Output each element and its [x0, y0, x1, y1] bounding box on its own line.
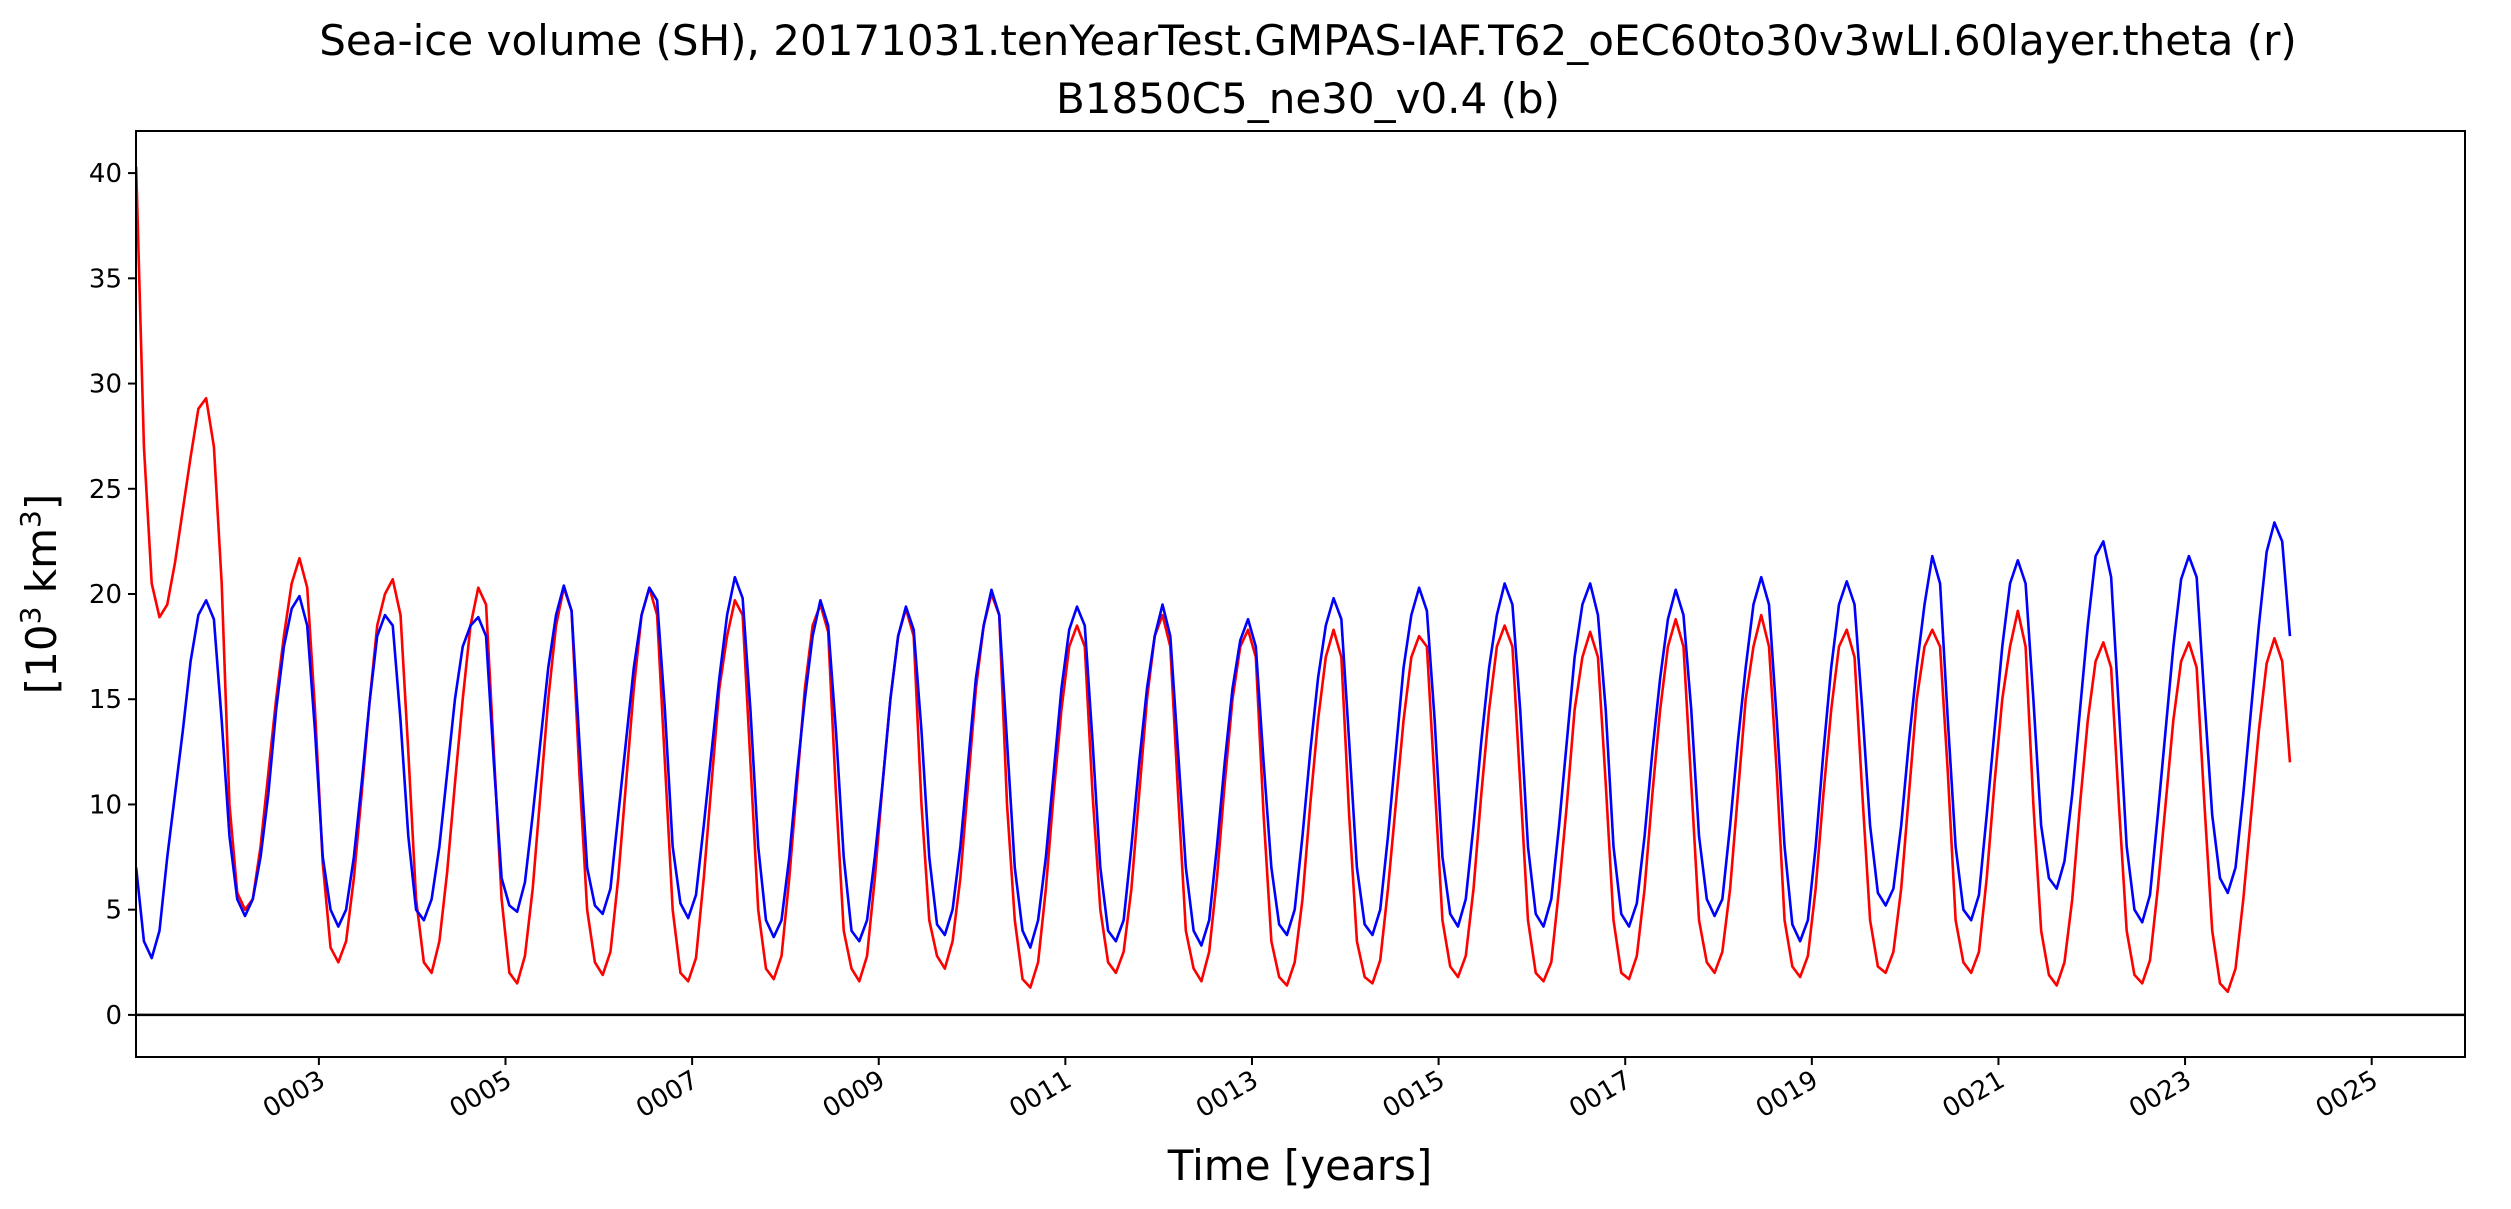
- x-axis: 0003 0005 0007 0009 0011 0013 0015 0017 0019 0021…: [258, 1057, 2383, 1124]
- y-axis-label-base: [10: [17, 624, 66, 694]
- x-tick-label: 0011: [1005, 1065, 1077, 1124]
- x-tick-label: 0023: [2124, 1065, 2196, 1124]
- x-tick-label: 0019: [1751, 1065, 1823, 1124]
- chart-title: Sea-ice volume (SH), 20171031.tenYearTes…: [319, 16, 2297, 123]
- x-tick-label: 0017: [1564, 1065, 1636, 1124]
- y-tick-label: 30: [89, 370, 122, 400]
- y-tick-label: 20: [89, 580, 122, 610]
- x-tick-label: 0003: [258, 1065, 330, 1124]
- y-tick-label: 25: [89, 475, 122, 505]
- y-axis: 0 5 10 15 20 25 30 35 40: [89, 159, 136, 1031]
- series-group: [136, 166, 2292, 994]
- x-tick-label: 0007: [631, 1065, 703, 1124]
- y-tick-label: 10: [89, 790, 122, 820]
- x-tick-label: 0013: [1191, 1065, 1263, 1124]
- y-tick-label: 15: [89, 685, 122, 715]
- y-axis-label-mid: km: [17, 528, 66, 607]
- y-axis-label: [103 km3]: [14, 494, 66, 694]
- series-line-r: [136, 166, 2292, 994]
- x-tick-label: 0009: [818, 1065, 890, 1124]
- y-axis-label-end: ]: [17, 494, 66, 510]
- chart-title-line1: Sea-ice volume (SH), 20171031.tenYearTes…: [319, 16, 2297, 65]
- series-line-b: [136, 521, 2292, 960]
- plot-area: 0 5 10 15 20 25 30 35 40 0003 0005 0007 0009 0011 001…: [89, 130, 2466, 1124]
- y-tick-label: 40: [89, 159, 122, 189]
- y-axis-label-exp2: 3: [14, 510, 47, 528]
- x-tick-label: 0015: [1378, 1065, 1450, 1124]
- y-tick-label: 5: [105, 896, 122, 926]
- x-tick-label: 0005: [445, 1065, 517, 1124]
- x-tick-label: 0025: [2311, 1065, 2383, 1124]
- x-axis-label: Time [years]: [1167, 1141, 1433, 1190]
- y-axis-label-exp: 3: [14, 607, 47, 625]
- y-tick-label: 0: [105, 1001, 122, 1031]
- x-tick-label: 0021: [1938, 1065, 2010, 1124]
- y-tick-label: 35: [89, 264, 122, 294]
- chart-title-line2: B1850C5_ne30_v0.4 (b): [1056, 74, 1560, 123]
